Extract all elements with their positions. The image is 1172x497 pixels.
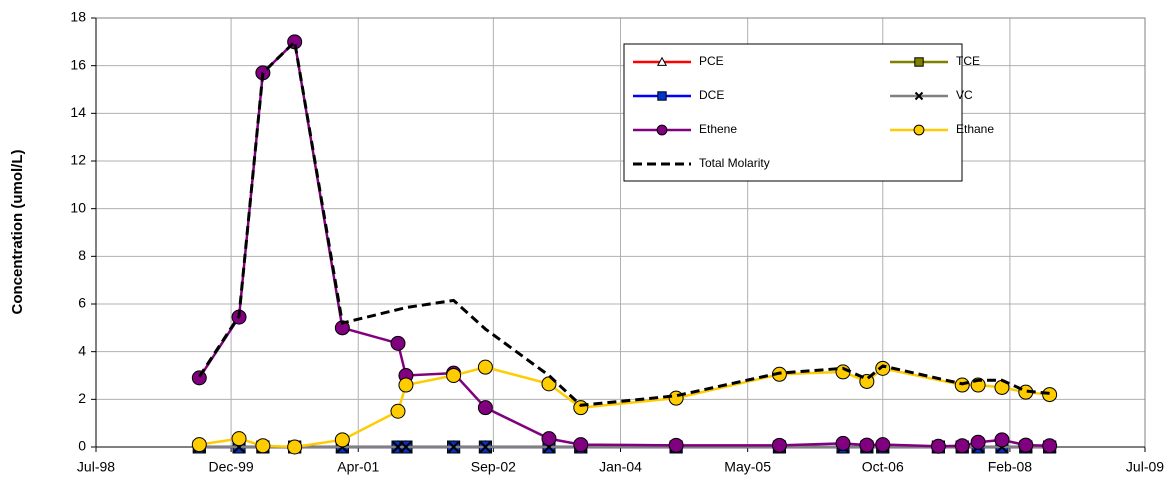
legend-label: Total Molarity	[699, 156, 770, 170]
series-line	[198, 38, 1050, 407]
marker	[400, 441, 412, 453]
x-tick-label: Sep-02	[471, 459, 516, 475]
y-tick-label: 8	[78, 247, 86, 263]
marker	[447, 441, 460, 453]
marker	[875, 360, 891, 376]
marker	[1018, 437, 1034, 453]
marker	[771, 437, 787, 453]
marker	[656, 124, 668, 136]
y-tick-label: 12	[70, 152, 86, 168]
marker	[656, 56, 668, 66]
legend-box	[623, 43, 963, 182]
marker	[914, 91, 924, 101]
marker	[287, 439, 303, 455]
marker	[668, 437, 684, 453]
marker	[954, 438, 970, 454]
y-tick-label: 0	[78, 438, 86, 454]
legend-label: TCE	[956, 54, 980, 68]
y-tick-label: 4	[78, 342, 86, 358]
marker	[859, 437, 875, 453]
marker	[657, 91, 667, 101]
x-tick-label: Oct-06	[862, 459, 904, 475]
marker	[573, 400, 589, 416]
x-tick-label: May-05	[724, 459, 771, 475]
marker	[913, 124, 925, 136]
marker	[398, 377, 414, 393]
x-tick-label: Feb-08	[988, 459, 1033, 475]
legend-label: VC	[956, 88, 973, 102]
y-tick-label: 14	[70, 104, 86, 120]
marker	[334, 432, 350, 448]
y-tick-label: 6	[78, 295, 86, 311]
marker	[255, 438, 271, 454]
legend-label: Ethene	[699, 122, 737, 136]
marker	[191, 437, 207, 453]
marker	[835, 435, 851, 451]
marker	[390, 335, 406, 351]
y-axis-title: Concentration (umol/L)	[9, 150, 26, 315]
y-tick-label: 16	[70, 56, 86, 72]
marker	[1042, 387, 1058, 403]
marker	[970, 434, 986, 450]
marker	[930, 438, 946, 454]
marker	[914, 57, 924, 67]
legend: PCE TCE DCE VC Ethene Ethane Total Molarity	[623, 43, 994, 182]
marker	[477, 400, 493, 416]
y-tick-label: 18	[70, 9, 86, 25]
marker	[994, 432, 1010, 448]
marker	[573, 437, 589, 453]
x-tick-label: Jul-09	[1126, 459, 1164, 475]
legend-label: DCE	[699, 88, 724, 102]
marker	[875, 437, 891, 453]
legend-label: PCE	[699, 54, 724, 68]
x-tick-label: Apr-01	[337, 459, 379, 475]
marker	[191, 370, 207, 386]
marker	[477, 359, 493, 375]
x-tick-label: Dec-99	[209, 459, 254, 475]
x-tick-label: Jan-04	[599, 459, 642, 475]
marker	[231, 431, 247, 447]
y-tick-label: 10	[70, 199, 86, 215]
y-tick-label: 2	[78, 390, 86, 406]
legend-label: Ethane	[956, 122, 994, 136]
x-tick-label: Jul-98	[77, 459, 115, 475]
marker	[390, 403, 406, 419]
marker	[446, 368, 462, 383]
marker	[1042, 438, 1058, 454]
marker	[479, 441, 492, 453]
marker	[541, 431, 557, 447]
